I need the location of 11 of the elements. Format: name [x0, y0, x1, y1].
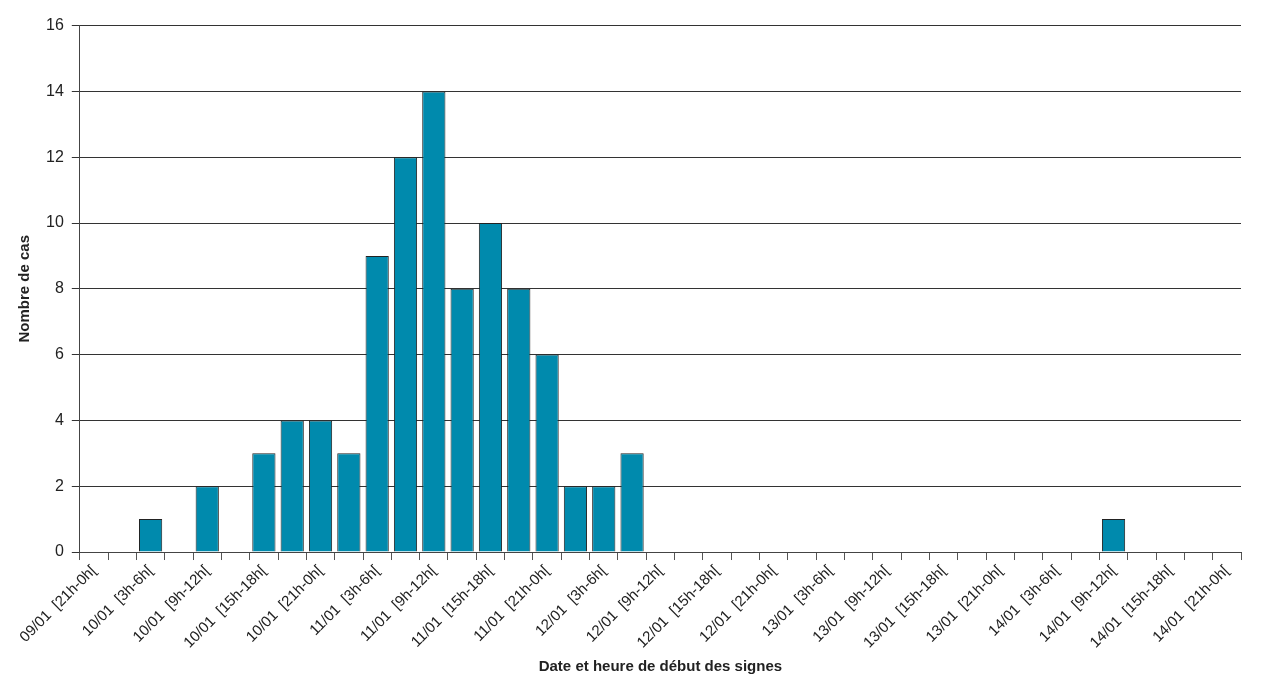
y-tick-label: 8: [54, 279, 64, 297]
y-tick-label: 12: [46, 147, 64, 165]
y-tick-label: 2: [54, 476, 64, 494]
y-tick-label: 10: [46, 213, 64, 231]
y-tick-label: 0: [54, 542, 64, 560]
y-axis-title: Nombre de cas: [15, 235, 33, 343]
y-tick-label: 4: [54, 410, 64, 428]
x-axis-title: Date et heure de début des signes: [538, 657, 783, 675]
y-tick-label: 14: [46, 81, 64, 99]
y-tick-label: 16: [46, 16, 64, 34]
y-tick-label: 6: [54, 345, 64, 363]
